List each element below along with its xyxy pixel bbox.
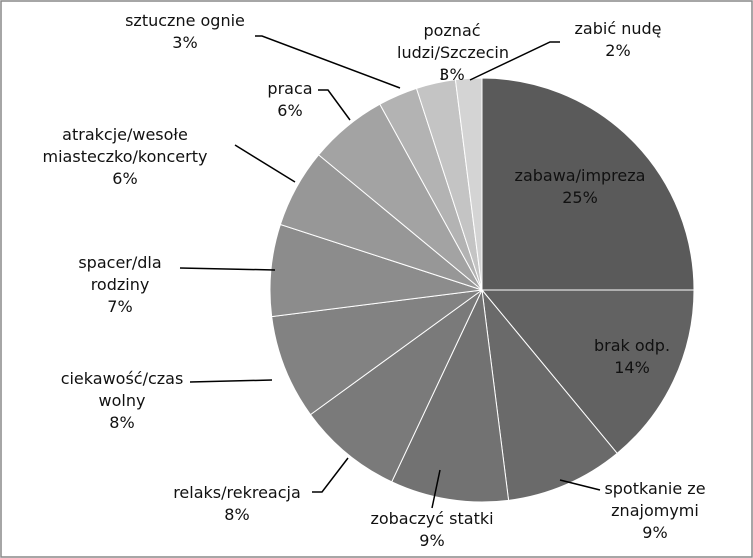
- leader-line: [469, 41, 560, 81]
- slice-label: praca 6%: [260, 78, 320, 122]
- slice-label: spacer/dla rodziny 7%: [65, 252, 175, 318]
- pie-slice: [454, 77, 483, 291]
- slice-label: relaks/rekreacja 8%: [152, 482, 322, 526]
- leader-line: [312, 457, 349, 493]
- leader-line: [189, 379, 273, 383]
- slice-label: brak odp. 14%: [572, 335, 692, 379]
- value-label: 8%: [224, 505, 250, 524]
- category-label: relaks/rekreacja: [173, 483, 301, 502]
- pie-slice: [309, 289, 483, 483]
- value-label: 8%: [109, 413, 135, 432]
- leader-line: [559, 479, 601, 491]
- value-label: 9%: [642, 523, 668, 542]
- pie-slice: [480, 289, 695, 455]
- category-label: zobaczyć statki: [370, 509, 494, 528]
- leader-line: [255, 35, 401, 89]
- slice-label: zabawa/impreza 25%: [505, 165, 655, 209]
- value-label: 25%: [562, 188, 598, 207]
- category-label: spacer/dla rodziny: [78, 253, 162, 294]
- slice-label: poznać ludzi/Szczecin 3%: [397, 20, 509, 86]
- category-label: poznać ludzi/Szczecin: [397, 21, 509, 62]
- value-label: 6%: [112, 169, 138, 188]
- category-label: ciekawość/czas wolny: [60, 369, 184, 410]
- slice-label: atrakcje/wesołe miasteczko/koncerty 6%: [30, 124, 220, 190]
- category-label: zabić nudę: [574, 19, 662, 38]
- value-label: 7%: [107, 297, 133, 316]
- category-label: sztuczne ognie: [125, 11, 245, 30]
- category-label: zabawa/impreza: [514, 166, 646, 185]
- value-label: 6%: [277, 101, 303, 120]
- leader-line: [179, 267, 276, 271]
- slice-label: zobaczyć statki 9%: [352, 508, 512, 552]
- slice-label: ciekawość/czas wolny 8%: [52, 368, 192, 434]
- slice-label: zabić nudę 2%: [563, 18, 673, 62]
- category-label: praca: [267, 79, 313, 98]
- category-label: brak odp.: [593, 336, 671, 355]
- leader-line: [431, 469, 441, 509]
- category-label: atrakcje/wesołe miasteczko/koncerty: [42, 125, 208, 166]
- value-label: 2%: [605, 41, 631, 60]
- value-label: 14%: [614, 358, 650, 377]
- slice-label: sztuczne ognie 3%: [100, 10, 270, 54]
- value-label: 3%: [172, 33, 198, 52]
- slice-label: spotkanie ze znajomymi 9%: [590, 478, 720, 544]
- pie-slice: [481, 288, 618, 501]
- leader-line: [318, 89, 351, 121]
- pie-slice: [391, 288, 510, 503]
- pie-slice: [481, 77, 695, 291]
- pie-slice: [271, 289, 483, 416]
- value-label: 3%: [439, 65, 465, 84]
- leader-line: [234, 144, 296, 183]
- value-label: 9%: [419, 531, 445, 550]
- category-label: spotkanie ze znajomymi: [604, 479, 706, 520]
